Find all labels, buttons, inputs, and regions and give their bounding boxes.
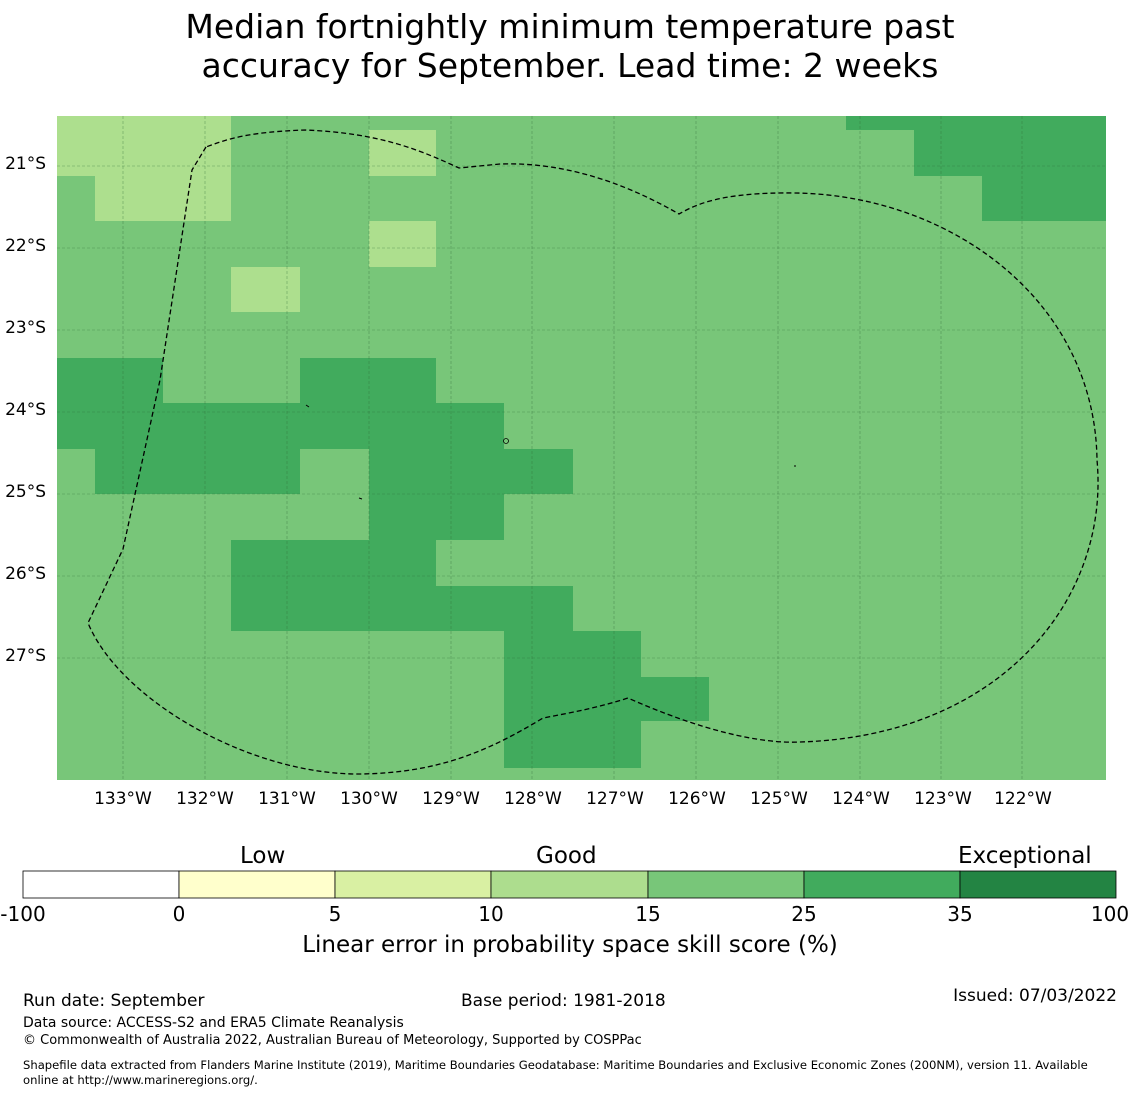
lat-tick: 27°S <box>5 646 46 666</box>
map-cell <box>369 494 504 540</box>
lon-tick: 123°W <box>914 789 972 809</box>
colorbar-swatch <box>178 870 336 899</box>
map-cell <box>369 221 436 267</box>
colorbar <box>22 870 1117 899</box>
map-cell <box>95 449 300 494</box>
shapefile-credit-line-1: Shapefile data extracted from Flanders M… <box>23 1058 1088 1072</box>
colorbar-tick: 0 <box>172 902 186 926</box>
map-cell <box>504 721 641 768</box>
map-cell <box>231 540 436 586</box>
colorbar-tick: -100 <box>0 902 46 926</box>
lat-tick: 24°S <box>5 400 46 420</box>
shapefile-credit-line-2: online at http://www.marineregions.org/. <box>23 1073 258 1087</box>
legend-category-exceptional: Exceptional <box>958 843 1092 869</box>
map-cell <box>504 677 709 721</box>
map-cell <box>982 176 1106 221</box>
eez-boundary <box>87 129 1099 775</box>
colorbar-tick: 25 <box>791 902 817 926</box>
map-cell <box>369 449 573 494</box>
lon-tick: 129°W <box>422 789 480 809</box>
data-source: Data source: ACCESS-S2 and ERA5 Climate … <box>23 1015 404 1031</box>
lon-tick: 131°W <box>258 789 316 809</box>
map-cell <box>369 130 436 176</box>
map-cell <box>231 586 573 631</box>
colorbar-tick: 5 <box>328 902 342 926</box>
lon-tick: 124°W <box>832 789 890 809</box>
colorbar-swatch <box>22 870 180 899</box>
lon-tick: 125°W <box>750 789 808 809</box>
colorbar-swatch <box>490 870 649 899</box>
base-period: Base period: 1981-2018 <box>461 991 666 1011</box>
lat-tick: 26°S <box>5 564 46 584</box>
lat-tick: 25°S <box>5 482 46 502</box>
copyright: © Commonwealth of Australia 2022, Austra… <box>23 1033 642 1048</box>
lon-tick: 127°W <box>586 789 644 809</box>
colorbar-tick: 100 <box>1090 902 1130 926</box>
map-gridlines <box>57 116 1106 780</box>
lon-tick: 132°W <box>176 789 234 809</box>
map-cell <box>231 267 300 312</box>
lon-tick: 122°W <box>994 789 1052 809</box>
lat-tick: 22°S <box>5 236 46 256</box>
colorbar-swatch <box>803 870 961 899</box>
map-cell <box>57 358 163 403</box>
map-cell <box>95 176 231 221</box>
lon-tick: 130°W <box>340 789 398 809</box>
map-cell <box>57 403 504 449</box>
lon-tick: 133°W <box>94 789 152 809</box>
map-cell <box>914 130 1106 176</box>
colorbar-swatch <box>647 870 805 899</box>
map-cells <box>57 116 1106 780</box>
skill-score-map <box>57 116 1106 780</box>
map-cell <box>846 116 1106 130</box>
colorbar-tick: 10 <box>478 902 504 926</box>
colorbar-swatches <box>22 870 1117 899</box>
run-date: Run date: September <box>23 991 205 1011</box>
issued-date: Issued: 07/03/2022 <box>953 986 1117 1006</box>
colorbar-swatch <box>959 870 1117 899</box>
colorbar-tick: 35 <box>947 902 973 926</box>
colorbar-tick: 15 <box>635 902 661 926</box>
legend-category-low: Low <box>240 843 286 869</box>
island-mark <box>358 497 363 500</box>
island-mark <box>503 438 509 444</box>
lat-tick: 21°S <box>5 154 46 174</box>
chart-title-line-1: Median fortnightly minimum temperature p… <box>185 7 955 46</box>
legend-category-good: Good <box>536 843 597 869</box>
lat-tick: 23°S <box>5 318 46 338</box>
colorbar-axis-label: Linear error in probability space skill … <box>302 932 838 958</box>
lon-tick: 126°W <box>668 789 726 809</box>
chart-title-line-2: accuracy for September. Lead time: 2 wee… <box>201 46 939 85</box>
island-mark <box>305 404 310 408</box>
map-cell <box>504 631 641 677</box>
map-cell <box>300 358 436 403</box>
colorbar-swatch <box>334 870 492 899</box>
lon-tick: 128°W <box>504 789 562 809</box>
